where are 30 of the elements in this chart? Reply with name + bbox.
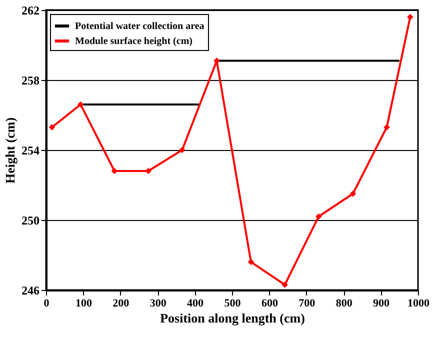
y-tick-label: 250 (22, 214, 40, 228)
legend-label: Module surface height (cm) (75, 36, 192, 47)
point (407, 14, 414, 20)
y-tick-label: 258 (22, 74, 40, 88)
x-tick-label: 0 (44, 298, 50, 310)
y-tick-label: 262 (22, 4, 40, 18)
y-axis-title: Height (cm) (2, 117, 18, 184)
point (282, 282, 288, 288)
point (384, 124, 390, 130)
x-tick-label: 800 (336, 298, 353, 310)
x-tick-label: 300 (150, 298, 167, 310)
point (48, 124, 56, 130)
x-axis-title: Position along length (cm) (160, 310, 305, 326)
x-tick-label: 200 (112, 298, 130, 310)
point (178, 146, 186, 154)
x-tick-label: 400 (187, 298, 204, 310)
x-tick-label: 600 (261, 298, 278, 310)
point (248, 258, 254, 266)
y-tick-label: 254 (22, 144, 40, 158)
x-tick-label: 900 (373, 298, 390, 310)
point (145, 168, 152, 174)
point (350, 190, 356, 197)
x-tick-label: 100 (75, 298, 92, 310)
x-tick-label: 500 (224, 298, 242, 310)
point (316, 213, 322, 220)
x-tick-label: 700 (298, 298, 316, 310)
y-tick-label: 246 (22, 284, 40, 298)
point (77, 101, 84, 108)
x-tick-label: 1000 (408, 298, 430, 310)
legend-label: Potential water collection area (75, 21, 204, 32)
